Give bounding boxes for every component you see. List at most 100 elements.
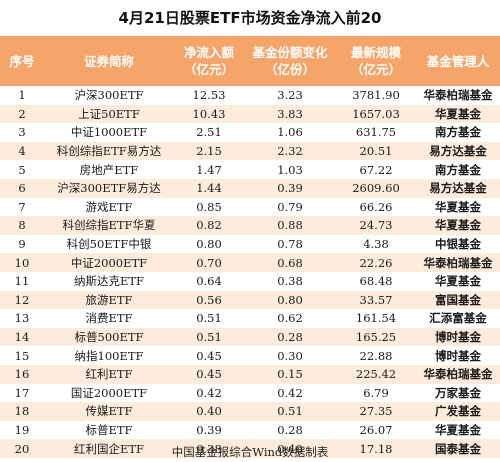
cell-index: 17 xyxy=(14,385,30,400)
table-row: 17 国证2000ETF 0.42 0.42 6.79 万家基金 xyxy=(0,383,500,403)
cell-share-change: 0.68 xyxy=(277,255,303,270)
cell-latest-size: 2609.60 xyxy=(352,181,400,196)
cell-manager: 广发基金 xyxy=(435,404,481,419)
cell-manager: 华夏基金 xyxy=(435,106,481,121)
cell-security-name: 红利国企ETF xyxy=(73,441,145,456)
cell-manager: 万家基金 xyxy=(435,385,481,400)
cell-manager: 华泰柏瑞基金 xyxy=(423,88,493,103)
cell-net-inflow: 12.53 xyxy=(192,88,226,103)
cell-index: 12 xyxy=(14,292,30,307)
cell-index: 18 xyxy=(14,404,30,419)
cell-security-name: 红利ETF xyxy=(85,367,133,382)
cell-share-change: 0.42 xyxy=(277,385,303,400)
cell-manager: 华泰柏瑞基金 xyxy=(423,255,493,270)
cell-manager: 博时基金 xyxy=(435,348,481,363)
table-row: 9 科创50ETF中银 0.80 0.78 4.38 中银基金 xyxy=(0,234,500,254)
cell-net-inflow: 1.44 xyxy=(196,181,222,196)
cell-security-name: 传媒ETF xyxy=(85,404,133,419)
cell-security-name: 科创综指ETF华夏 xyxy=(62,218,156,233)
cell-latest-size: 20.51 xyxy=(359,144,393,159)
cell-index: 5 xyxy=(18,162,26,177)
cell-net-inflow: 2.15 xyxy=(196,144,222,159)
cell-security-name: 标普ETF xyxy=(85,422,133,437)
table-row: 3 中证1000ETF 2.51 1.06 631.75 南方基金 xyxy=(0,123,500,142)
page-title: 4月21日股票ETF市场资金净流入前20 xyxy=(118,9,382,27)
cell-latest-size: 67.22 xyxy=(359,162,393,177)
cell-security-name: 国证2000ETF xyxy=(70,385,148,400)
cell-net-inflow: 0.64 xyxy=(196,274,222,289)
table-row: 8 科创综指ETF华夏 0.82 0.88 24.73 华夏基金 xyxy=(0,216,500,235)
cell-index: 10 xyxy=(14,255,30,270)
cell-net-inflow: 0.51 xyxy=(196,311,222,326)
cell-latest-size: 66.26 xyxy=(359,199,393,214)
cell-net-inflow: 0.38 xyxy=(196,441,222,456)
header-index: 序号 xyxy=(9,53,35,69)
table-row: 2 上证50ETF 10.43 3.83 1657.03 华夏基金 xyxy=(0,104,500,124)
cell-latest-size: 27.35 xyxy=(359,404,393,419)
cell-index: 3 xyxy=(18,125,26,140)
cell-security-name: 科创综指ETF易方达 xyxy=(56,144,162,159)
source-footer: 中国基金报综合Wind数据制表 xyxy=(171,445,329,459)
cell-share-change: 0.51 xyxy=(277,404,303,419)
cell-net-inflow: 0.51 xyxy=(196,330,222,345)
cell-latest-size: 631.75 xyxy=(355,125,397,140)
header-row: 序号 证券简称 净流入额 （亿元） 基金份额变化 （亿份） 最新规模 （亿元） 基金管理人 xyxy=(0,36,500,86)
cell-latest-size: 24.73 xyxy=(359,218,393,233)
cell-security-name: 纳斯达克ETF xyxy=(73,274,145,289)
cell-security-name: 纳指100ETF xyxy=(74,348,144,363)
table-row: 6 沪深300ETF易方达 1.44 0.39 2609.60 易方达基金 xyxy=(0,178,500,198)
header-net-inflow: 净流入额 （亿元） xyxy=(183,45,234,77)
cell-index: 8 xyxy=(18,218,26,233)
cell-manager: 中银基金 xyxy=(435,237,481,252)
table-row: 19 标普ETF 0.39 0.28 26.07 华夏基金 xyxy=(0,420,500,440)
cell-manager: 南方基金 xyxy=(435,125,481,140)
header-security-name: 证券简称 xyxy=(83,53,134,69)
cell-index: 19 xyxy=(14,422,30,437)
header-latest-size: 最新规模 （亿元） xyxy=(350,45,401,77)
table-row: 10 中证2000ETF 0.70 0.68 22.26 华泰柏瑞基金 xyxy=(0,253,500,272)
cell-manager: 华夏基金 xyxy=(435,274,481,289)
cell-share-change: 0.78 xyxy=(277,237,303,252)
cell-latest-size: 22.88 xyxy=(359,348,393,363)
cell-share-change: 0.79 xyxy=(277,199,303,214)
cell-net-inflow: 0.42 xyxy=(196,385,222,400)
cell-share-change: 0.38 xyxy=(277,274,303,289)
table-row: 15 纳指100ETF 0.45 0.30 22.88 博时基金 xyxy=(0,346,500,365)
cell-share-change: 0.15 xyxy=(277,367,303,382)
cell-index: 14 xyxy=(14,330,30,345)
cell-net-inflow: 0.40 xyxy=(196,404,222,419)
cell-manager: 南方基金 xyxy=(435,162,481,177)
cell-latest-size: 1657.03 xyxy=(352,106,400,121)
cell-security-name: 旅游ETF xyxy=(85,292,133,307)
cell-net-inflow: 0.45 xyxy=(196,367,222,382)
cell-security-name: 沪深300ETF易方达 xyxy=(57,181,161,196)
cell-net-inflow: 0.82 xyxy=(196,218,222,233)
cell-share-change: 0.62 xyxy=(277,311,303,326)
cell-latest-size: 165.25 xyxy=(355,330,397,345)
cell-manager: 易方达基金 xyxy=(429,144,487,159)
table-row: 7 游戏ETF 0.85 0.79 66.26 华夏基金 xyxy=(0,197,500,217)
cell-manager: 汇添富基金 xyxy=(429,311,487,326)
table-body: 1 沪深300ETF 12.53 3.23 3781.90 华泰柏瑞基金 2 上证50ETF 1… xyxy=(0,86,500,458)
cell-net-inflow: 0.70 xyxy=(196,255,222,270)
cell-net-inflow: 2.51 xyxy=(196,125,222,140)
cell-latest-size: 68.48 xyxy=(359,274,393,289)
table-row: 11 纳斯达克ETF 0.64 0.38 68.48 华夏基金 xyxy=(0,271,500,291)
cell-index: 7 xyxy=(18,199,26,214)
table-row: 4 科创综指ETF易方达 2.15 2.32 20.51 易方达基金 xyxy=(0,141,500,161)
cell-share-change: 0.40 xyxy=(277,441,303,456)
cell-manager: 博时基金 xyxy=(435,330,481,345)
cell-latest-size: 33.57 xyxy=(359,292,393,307)
cell-index: 15 xyxy=(14,348,30,363)
cell-security-name: 中证2000ETF xyxy=(70,255,148,270)
cell-index: 1 xyxy=(18,88,26,103)
table-header: 序号 证券简称 净流入额 （亿元） 基金份额变化 （亿份） 最新规模 （亿元） 基金管理人 xyxy=(0,36,500,86)
cell-index: 2 xyxy=(18,106,26,121)
table-row: 5 房地产ETF 1.47 1.03 67.22 南方基金 xyxy=(0,160,500,179)
cell-latest-size: 6.79 xyxy=(363,385,389,400)
cell-share-change: 0.28 xyxy=(277,330,303,345)
header-share-change: 基金份额变化 （亿份） xyxy=(252,45,328,77)
cell-manager: 华夏基金 xyxy=(435,199,481,214)
cell-index: 11 xyxy=(14,274,30,289)
